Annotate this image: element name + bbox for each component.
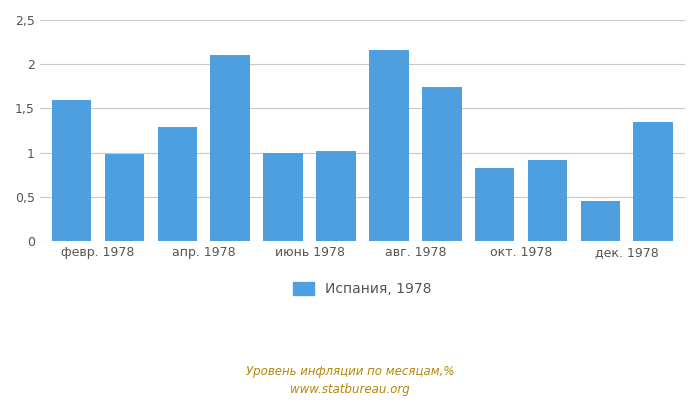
Bar <box>634 122 673 241</box>
Bar <box>104 154 144 241</box>
Bar <box>369 50 409 241</box>
Bar <box>422 87 461 241</box>
Bar <box>263 152 303 241</box>
Bar <box>316 151 356 241</box>
Bar <box>211 55 250 241</box>
Bar <box>580 201 620 241</box>
Bar <box>528 160 567 241</box>
Legend: Испания, 1978: Испания, 1978 <box>288 276 438 302</box>
Bar <box>475 168 514 241</box>
Text: Уровень инфляции по месяцам,%
www.statbureau.org: Уровень инфляции по месяцам,% www.statbu… <box>246 365 454 396</box>
Bar <box>158 127 197 241</box>
Bar <box>52 100 92 241</box>
